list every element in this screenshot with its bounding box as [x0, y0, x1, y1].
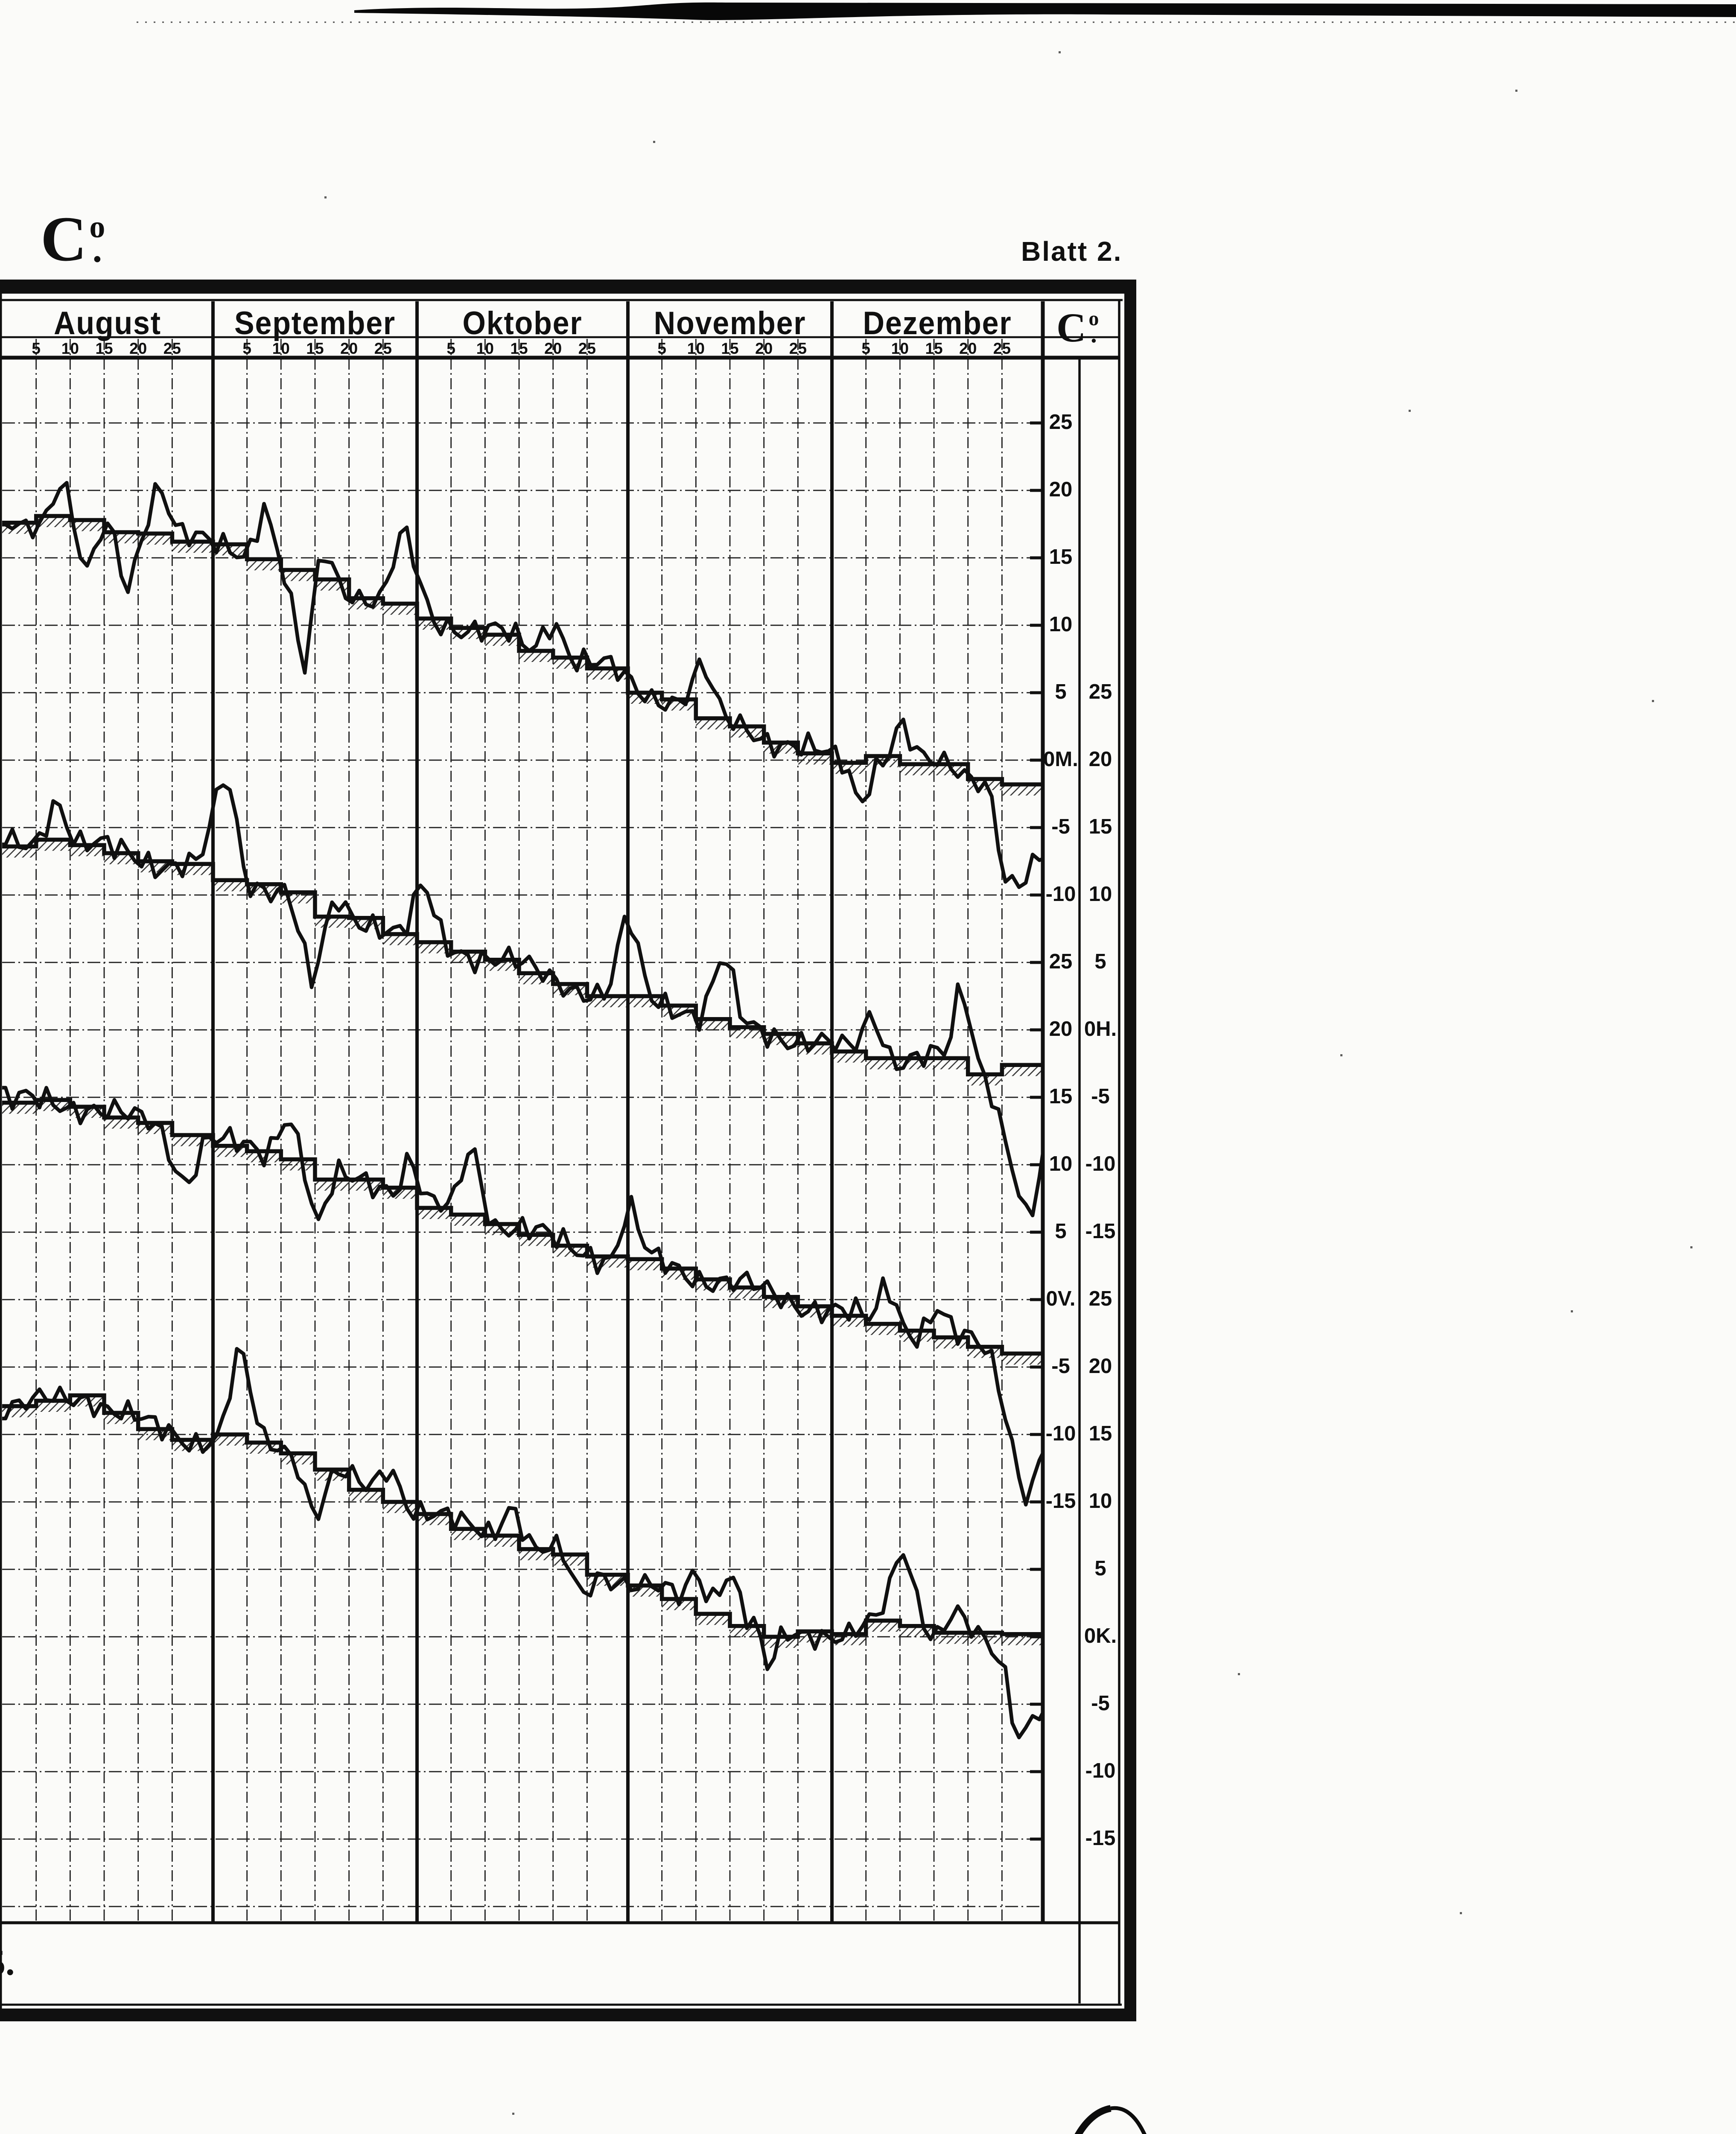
- axis-label-right: -15: [1085, 1827, 1116, 1850]
- day-tick-label: 20: [959, 340, 977, 357]
- axis-label-right: 25: [1088, 680, 1112, 703]
- day-tick-label: 10: [272, 340, 290, 357]
- day-tick-label: 15: [95, 340, 113, 357]
- day-tick-label: 20: [340, 340, 358, 357]
- axis-label-right: 20: [1088, 748, 1112, 771]
- axis-label-left: -15: [1045, 1490, 1076, 1513]
- corner-unit-label: C o .: [41, 204, 105, 274]
- pentad-mean-hatch-M: [2, 516, 1043, 796]
- daily-temperature-line-M: [2, 481, 1043, 889]
- day-tick-label: 5: [446, 340, 455, 357]
- day-tick-label: 10: [476, 340, 494, 357]
- axis-label-right: 0H.: [1084, 1017, 1117, 1041]
- axis-label-right: 25: [1088, 1287, 1112, 1310]
- month-label: August: [54, 305, 161, 341]
- axis-label-right: -10: [1085, 1152, 1116, 1175]
- day-tick-label: 15: [306, 340, 324, 357]
- day-tick-label: 15: [510, 340, 528, 357]
- day-tick-label: 25: [578, 340, 596, 357]
- axis-label-left: -10: [1045, 1422, 1076, 1445]
- month-label: Dezember: [863, 305, 1012, 341]
- day-tick-label: 25: [789, 340, 807, 357]
- axis-label-right: -15: [1085, 1220, 1116, 1243]
- day-tick-label: 10: [61, 340, 79, 357]
- axis-label-left: 10: [1049, 1152, 1073, 1175]
- axis-label-left: 0M.: [1043, 748, 1078, 771]
- axis-label-right: -5: [1091, 1085, 1110, 1108]
- axis-label-left: 0V.: [1046, 1287, 1076, 1310]
- day-tick-label: 5: [242, 340, 251, 357]
- day-tick-label: 10: [891, 340, 909, 357]
- day-tick-label: 20: [544, 340, 562, 357]
- day-tick-label: 10: [687, 340, 705, 357]
- day-tick-label: 20: [129, 340, 147, 357]
- daily-temperature-line-V: [2, 1086, 1043, 1507]
- axis-label-left: 20: [1049, 478, 1073, 501]
- axis-label-right: -5: [1091, 1692, 1110, 1715]
- day-tick-label: 5: [657, 340, 666, 357]
- footer-caption-fragment: 5.: [0, 1942, 15, 1983]
- month-label: Oktober: [462, 305, 583, 341]
- unit-column-header: C o .: [1056, 305, 1099, 350]
- month-label: November: [654, 305, 806, 341]
- axis-label-right: 0K.: [1084, 1624, 1117, 1647]
- daily-temperature-line-K: [2, 1347, 1043, 1740]
- axis-label-left: 10: [1049, 613, 1073, 636]
- axis-label-right: 20: [1088, 1355, 1112, 1378]
- axis-label-left: 5: [1055, 680, 1067, 703]
- sheet-label: Blatt 2.: [1021, 236, 1123, 267]
- day-tick-label: 25: [374, 340, 392, 357]
- pentad-mean-hatch-K: [2, 1395, 1043, 1648]
- axis-label-left: 15: [1049, 545, 1073, 568]
- axis-label-right: 15: [1088, 815, 1112, 838]
- axis-label-right: 10: [1088, 1490, 1112, 1513]
- day-tick-label: 15: [721, 340, 739, 357]
- day-tick-label: 25: [993, 340, 1011, 357]
- axis-label-right: -10: [1085, 1759, 1116, 1782]
- day-tick-label: 15: [925, 340, 943, 357]
- day-tick-label: 5: [861, 340, 870, 357]
- pentad-mean-hatch-H: [2, 840, 1043, 1086]
- day-tick-label: 20: [755, 340, 773, 357]
- unit-superscript: o .: [89, 210, 105, 270]
- axis-label-left: -5: [1051, 1355, 1070, 1378]
- daily-temperature-line-H: [2, 783, 1043, 1218]
- axis-label-right: 5: [1094, 950, 1106, 973]
- axis-label-right: 5: [1094, 1557, 1106, 1580]
- axis-label-left: 20: [1049, 1017, 1073, 1041]
- day-tick-label: 5: [32, 340, 41, 357]
- axis-label-right: 10: [1088, 883, 1112, 906]
- day-tick-label: 25: [163, 340, 181, 357]
- axis-label-left: 25: [1049, 950, 1073, 973]
- axis-label-left: 15: [1049, 1085, 1073, 1108]
- axis-label-right: 15: [1088, 1422, 1112, 1445]
- month-label: September: [234, 305, 396, 341]
- unit-letter: C: [41, 204, 87, 274]
- axis-label-left: 25: [1049, 411, 1073, 434]
- axis-label-left: -5: [1051, 815, 1070, 838]
- axis-label-left: -10: [1045, 883, 1076, 906]
- axis-label-left: 5: [1055, 1220, 1067, 1243]
